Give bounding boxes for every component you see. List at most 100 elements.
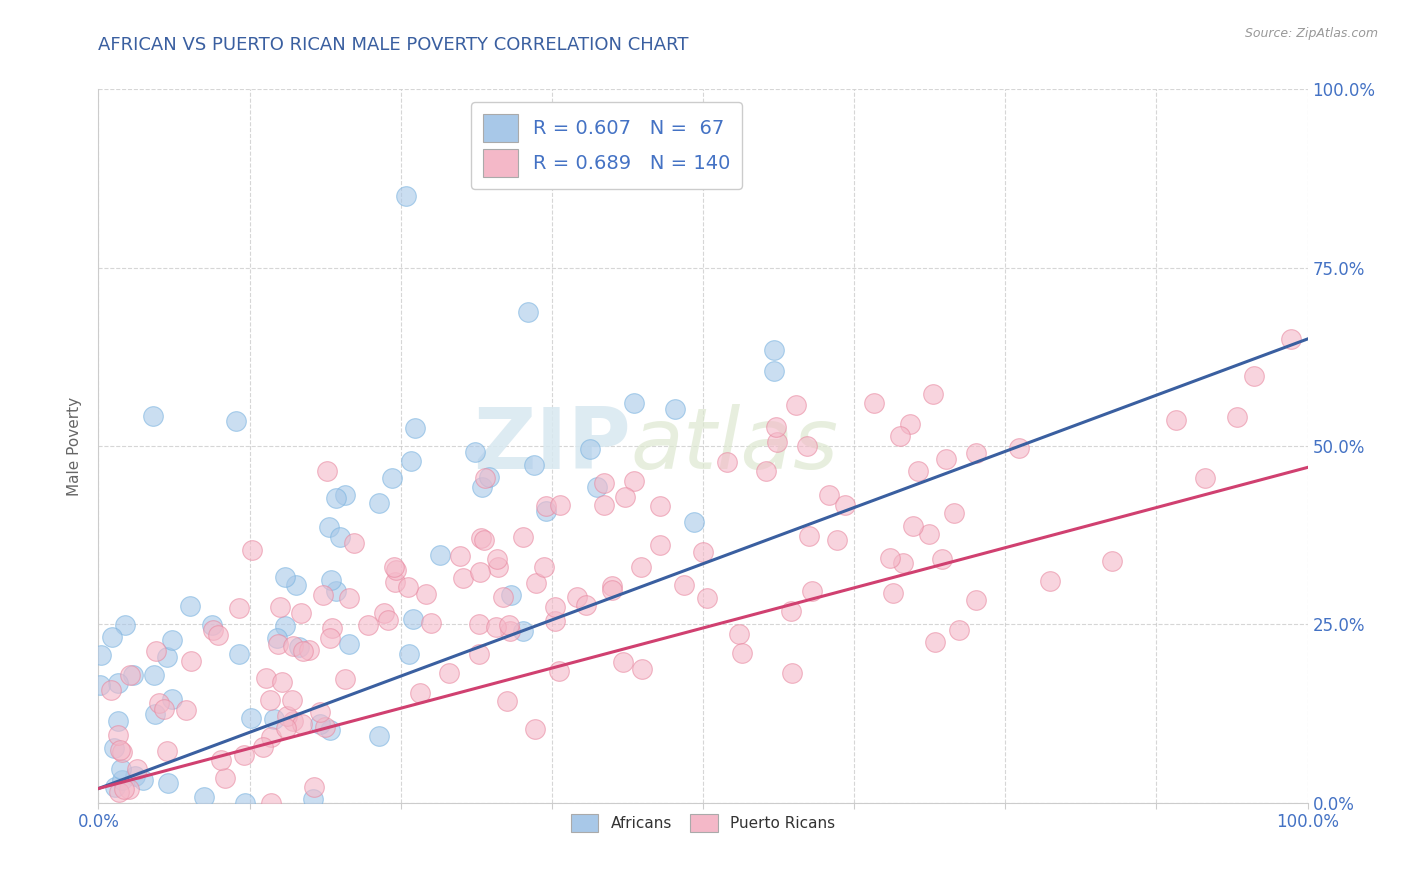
Point xyxy=(395,189,418,203)
Point xyxy=(727,627,749,641)
Point xyxy=(90,648,112,662)
Point xyxy=(765,420,787,434)
Point xyxy=(357,618,380,632)
Point xyxy=(600,582,623,597)
Point xyxy=(284,577,307,591)
Point xyxy=(160,633,183,648)
Point xyxy=(343,535,366,549)
Point xyxy=(259,692,281,706)
Point xyxy=(755,464,778,478)
Point xyxy=(110,762,132,776)
Point xyxy=(623,475,645,489)
Point xyxy=(291,644,314,658)
Point xyxy=(517,305,540,319)
Point xyxy=(523,458,546,473)
Point xyxy=(142,409,165,423)
Point xyxy=(474,470,496,484)
Point xyxy=(498,618,520,632)
Point xyxy=(612,655,634,669)
Point xyxy=(396,580,419,594)
Point xyxy=(280,693,302,707)
Point xyxy=(373,606,395,620)
Point xyxy=(201,617,224,632)
Point xyxy=(377,613,399,627)
Point xyxy=(1194,471,1216,485)
Point xyxy=(160,691,183,706)
Point xyxy=(797,529,820,543)
Point xyxy=(107,676,129,690)
Point xyxy=(318,520,340,534)
Point xyxy=(260,796,283,810)
Point xyxy=(468,617,491,632)
Point xyxy=(240,543,263,558)
Point xyxy=(512,624,534,638)
Point xyxy=(276,721,298,735)
Point xyxy=(367,496,389,510)
Point xyxy=(384,564,406,578)
Point xyxy=(614,490,637,504)
Point xyxy=(825,533,848,547)
Point xyxy=(548,498,571,512)
Point xyxy=(548,664,571,678)
Point xyxy=(145,644,167,658)
Point xyxy=(544,615,567,629)
Text: Source: ZipAtlas.com: Source: ZipAtlas.com xyxy=(1244,27,1378,40)
Point xyxy=(879,551,901,566)
Point xyxy=(120,668,142,682)
Point xyxy=(214,771,236,785)
Point xyxy=(103,740,125,755)
Text: AFRICAN VS PUERTO RICAN MALE POVERTY CORRELATION CHART: AFRICAN VS PUERTO RICAN MALE POVERTY COR… xyxy=(98,36,689,54)
Point xyxy=(112,781,135,796)
Point xyxy=(232,747,254,762)
Point xyxy=(512,530,534,544)
Point xyxy=(384,574,406,589)
Point xyxy=(1279,332,1302,346)
Point xyxy=(156,744,179,758)
Point xyxy=(288,640,311,654)
Point xyxy=(108,743,131,757)
Point xyxy=(266,631,288,645)
Point xyxy=(382,559,405,574)
Point xyxy=(104,780,127,795)
Point xyxy=(127,762,149,776)
Point xyxy=(544,600,567,615)
Point xyxy=(304,780,326,795)
Point xyxy=(449,549,471,563)
Point xyxy=(156,649,179,664)
Point xyxy=(415,586,437,600)
Point xyxy=(309,705,332,719)
Point xyxy=(281,714,304,729)
Point xyxy=(796,438,818,452)
Point xyxy=(337,636,360,650)
Point xyxy=(174,703,197,717)
Y-axis label: Male Poverty: Male Poverty xyxy=(67,396,83,496)
Point xyxy=(780,604,803,618)
Point xyxy=(319,574,342,588)
Point xyxy=(692,545,714,559)
Point xyxy=(931,552,953,566)
Point xyxy=(380,471,402,485)
Point xyxy=(399,454,422,468)
Point xyxy=(630,559,652,574)
Point xyxy=(398,648,420,662)
Point xyxy=(267,637,290,651)
Point xyxy=(274,569,297,583)
Point xyxy=(534,504,557,518)
Point xyxy=(325,491,347,505)
Point xyxy=(157,776,180,790)
Point xyxy=(1101,554,1123,568)
Point xyxy=(451,572,474,586)
Point xyxy=(965,446,987,460)
Point xyxy=(471,479,494,493)
Point xyxy=(907,464,929,478)
Point xyxy=(664,402,686,417)
Point xyxy=(565,591,588,605)
Point xyxy=(485,620,508,634)
Point xyxy=(716,455,738,469)
Point xyxy=(575,598,598,612)
Point xyxy=(1226,409,1249,424)
Point xyxy=(623,396,645,410)
Point xyxy=(122,668,145,682)
Point xyxy=(863,395,886,409)
Point xyxy=(321,622,343,636)
